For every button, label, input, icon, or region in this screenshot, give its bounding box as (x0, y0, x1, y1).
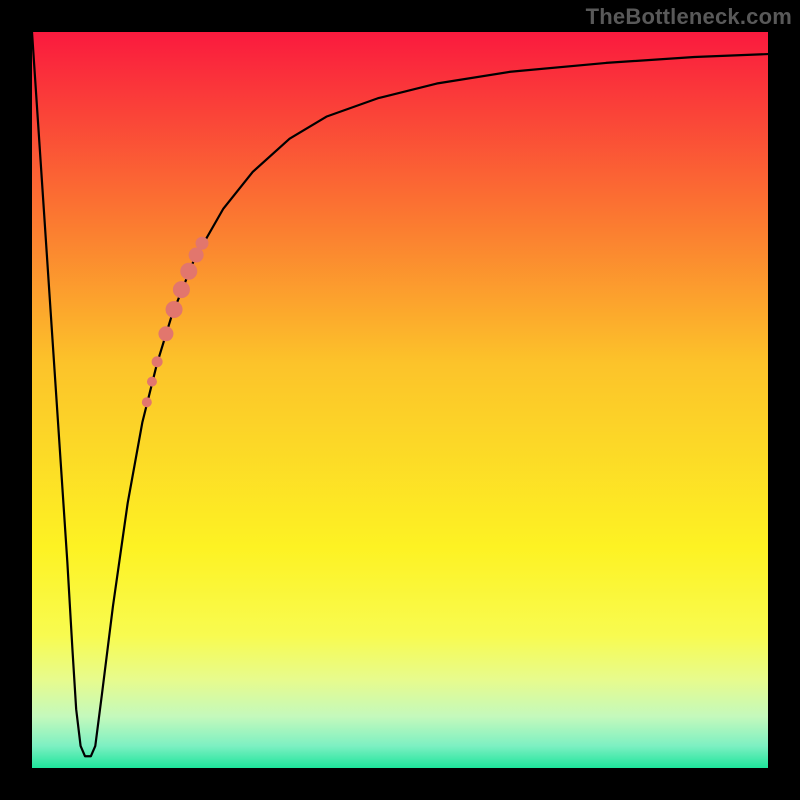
chart-frame: TheBottleneck.com (0, 0, 800, 800)
data-marker (166, 301, 182, 317)
bottleneck-curve-plot (32, 32, 768, 768)
data-marker (196, 237, 208, 249)
data-marker (147, 377, 156, 386)
data-marker (159, 327, 173, 341)
watermark-text: TheBottleneck.com (586, 4, 792, 30)
data-marker (189, 248, 203, 262)
data-marker (142, 398, 151, 407)
data-marker (181, 263, 197, 279)
data-marker (173, 282, 189, 298)
data-marker (152, 357, 162, 367)
